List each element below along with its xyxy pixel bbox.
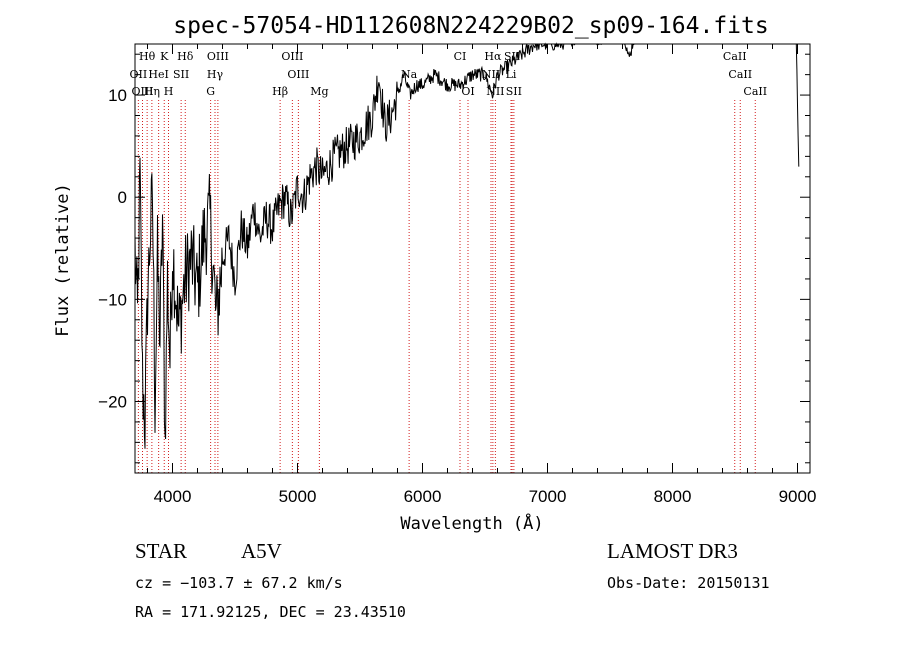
- x-axis: 4000 5000 6000 7000 8000 9000: [147, 44, 817, 506]
- spectral-line-label: Hη: [144, 85, 160, 98]
- spectral-line-label: CaII: [728, 68, 752, 81]
- spectral-line-label: NII: [486, 85, 504, 98]
- spectral-line-label: OIII: [287, 68, 309, 81]
- spectral-line-label: OIII: [281, 50, 303, 63]
- y-axis: −20 −10 0 10: [98, 53, 810, 464]
- spectral-line-label: Hβ: [272, 85, 288, 98]
- object-subclass: A5V: [241, 539, 282, 563]
- spectral-line-label: Hθ: [139, 50, 156, 63]
- spectral-line-label: Hγ: [207, 68, 224, 81]
- spectral-line-label: Li: [506, 68, 517, 81]
- spectral-line-label: H: [164, 85, 174, 98]
- plot-frame: [134, 43, 811, 474]
- y-axis-label: Flux (relative): [53, 183, 73, 337]
- y-tick-label: −20: [98, 393, 127, 412]
- spectral-line-label: HeI: [148, 68, 168, 81]
- spectral-line-label: CaII: [723, 50, 747, 63]
- spectral-line-label: OIII: [207, 50, 229, 63]
- x-tick-label: 6000: [404, 487, 442, 506]
- x-tick-label: 9000: [779, 487, 817, 506]
- object-class: STAR: [135, 539, 187, 563]
- survey-name: LAMOST DR3: [607, 539, 738, 563]
- spectral-line-label: Hδ: [177, 50, 194, 63]
- x-axis-label: Wavelength (Å): [400, 512, 543, 534]
- spectral-line-label: Hα: [484, 50, 502, 63]
- spectral-line-label: SII: [506, 85, 522, 98]
- y-tick-label: 10: [108, 86, 127, 105]
- series-group: [134, 42, 800, 449]
- obs-date: Obs-Date: 20150131: [607, 574, 770, 592]
- spectral-line-label: SII: [173, 68, 189, 81]
- y-tick-label: −10: [98, 290, 127, 309]
- x-tick-label: 5000: [279, 487, 317, 506]
- spectral-line-label: CaII: [743, 85, 767, 98]
- spectral-line-label: G: [206, 85, 215, 98]
- chart-title: spec-57054-HD112608N224229B02_sp09-164.f…: [173, 13, 768, 39]
- spectral-line-label: CI: [454, 50, 467, 63]
- spectral-line-label: Mg: [310, 85, 328, 98]
- y-tick-label: 0: [118, 188, 127, 207]
- spectral-line-label: K: [160, 50, 169, 63]
- ra-dec: RA = 171.92125, DEC = 23.43510: [135, 603, 406, 621]
- redshift-text: cz = −103.7 ± 67.2 km/s: [135, 574, 343, 592]
- x-tick-label: 8000: [654, 487, 692, 506]
- spectral-line-label: OI: [461, 85, 474, 98]
- x-tick-label: 7000: [529, 487, 567, 506]
- x-tick-label: 4000: [154, 487, 192, 506]
- series-line-spectrum: [134, 42, 800, 449]
